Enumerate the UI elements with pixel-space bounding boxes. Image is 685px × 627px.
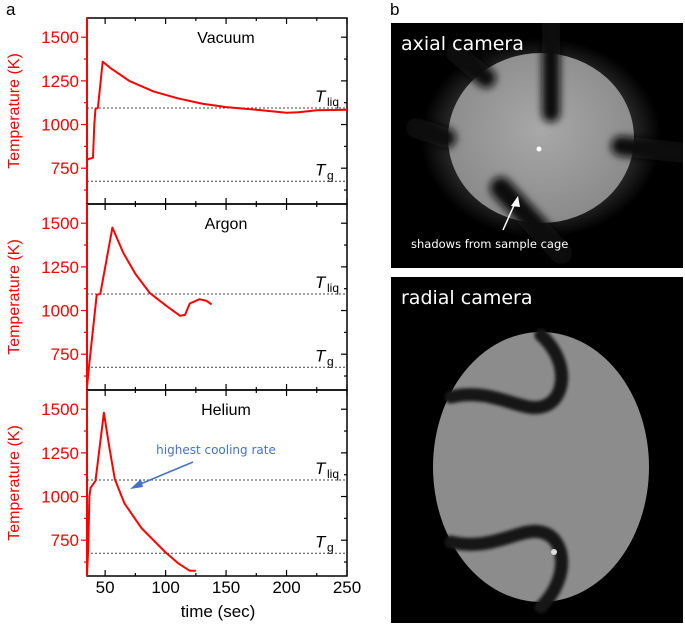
reference-subscript: liq [327,281,339,295]
panel-title: Argon [205,216,248,233]
reference-label: T [315,459,327,478]
x-tick-label: 250 [333,578,361,597]
y-axis-label: Temperature (K) [6,53,23,169]
x-tick-label: 150 [212,578,240,597]
y-tick-label: 750 [51,531,79,550]
temperature-curve-helium [86,411,196,575]
reference-subscript: g [327,540,334,554]
y-tick-label: 750 [51,345,79,364]
reference-subscript: liq [327,467,339,481]
panel-title: Helium [201,402,251,419]
x-tick-label: 100 [151,578,179,597]
x-tick-label: 50 [96,578,115,597]
y-tick-label: 1250 [41,444,79,463]
x-axis-label: time (sec) [181,602,256,621]
panel-b-label: b [390,0,400,19]
y-tick-label: 1500 [41,28,79,47]
reference-subscript: g [327,354,334,368]
y-tick-label: 1000 [41,302,79,321]
shadow-annotation: shadows from sample cage [411,237,569,251]
annotation-arrowhead [130,479,143,489]
reference-subscript: g [327,168,334,182]
x-tick-label: 200 [272,578,300,597]
reference-label: T [315,346,327,365]
reference-label: T [315,87,327,106]
y-axis-label: Temperature (K) [6,239,23,355]
y-tick-label: 1500 [41,214,79,233]
y-tick-label: 1000 [41,488,79,507]
y-tick-label: 1250 [41,72,79,91]
y-tick-label: 1000 [41,116,79,135]
reference-label: T [315,532,327,551]
reference-label: T [315,273,327,292]
y-tick-label: 1500 [41,400,79,419]
annotation-arrow [137,461,194,486]
radial-camera-image: radial camera [391,277,683,623]
radial-camera-label: radial camera [401,287,533,309]
axial-camera-image: axial camera shadows from sample cage [391,23,683,268]
axial-camera-label: axial camera [401,33,524,55]
panel-a-label: a [6,0,16,19]
temperature-curve-argon [86,226,213,388]
y-axis-label: Temperature (K) [6,425,23,541]
temperature-curve-vacuum [86,60,348,161]
annotation-text: highest cooling rate [156,443,276,457]
axial-camera-picture [406,23,683,264]
reference-subscript: liq [327,95,339,109]
y-tick-label: 1250 [41,258,79,277]
reference-label: T [315,160,327,179]
panel-title: Vacuum [197,30,255,47]
radial-camera-picture [433,328,649,614]
y-tick-label: 750 [51,159,79,178]
